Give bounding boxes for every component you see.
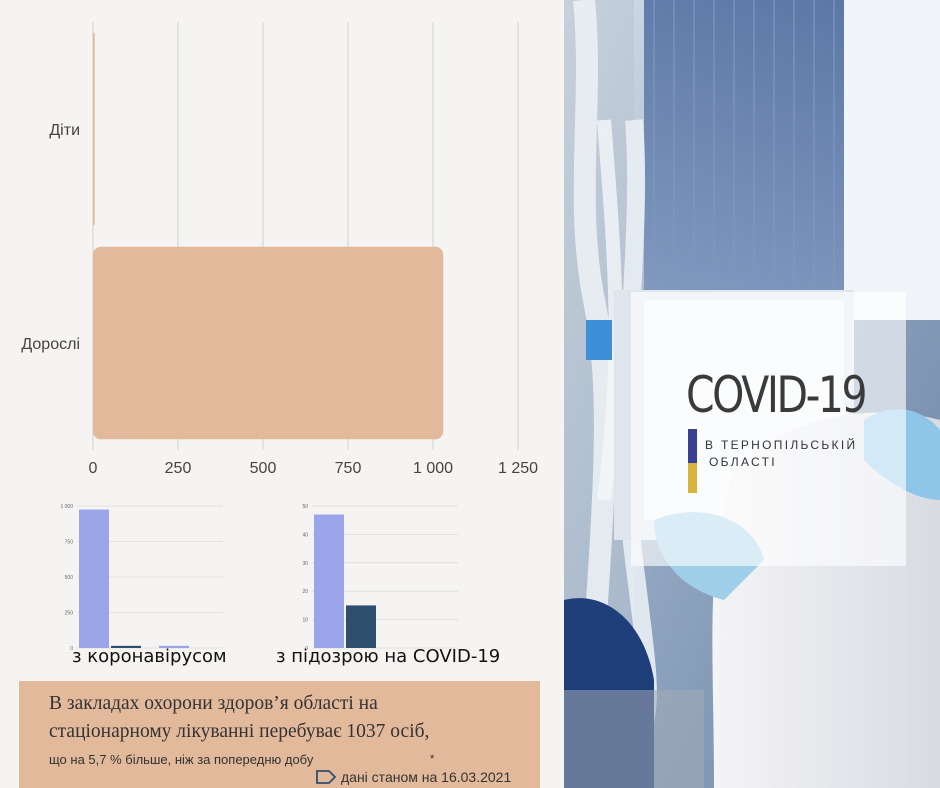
info-panel: В закладах охорони здоров’я області на с… xyxy=(19,681,540,788)
bar xyxy=(79,509,109,648)
tag-icon xyxy=(316,770,337,784)
y-tick-label: 50 xyxy=(302,504,308,510)
x-tick-label: 250 xyxy=(165,460,192,477)
bar xyxy=(93,246,444,440)
y-tick-label: 10 xyxy=(302,618,308,624)
info-text-line: стаціонарному лікуванні перебуває 1037 о… xyxy=(49,721,430,742)
covid-title: COVID-19 xyxy=(686,366,868,424)
y-tick-label: 30 xyxy=(302,561,308,567)
mini-chart-suspected-label: з підозрою на COVID-19 xyxy=(276,646,501,667)
x-tick-label: 750 xyxy=(335,460,362,477)
main-bar-chart: 0 250 500 750 1 000 1 250 Діти Дорослі xyxy=(21,22,538,477)
x-tick-label: 1 250 xyxy=(498,460,538,477)
mini-chart-coronavirus: 0 250 500 750 1 000 xyxy=(60,504,223,652)
y-tick-label: 750 xyxy=(65,540,74,546)
y-tick-label: 0 xyxy=(305,646,308,652)
covid-subtitle: В ТЕРНОПІЛЬСЬКІЙ xyxy=(705,438,858,452)
y-tick-label: 500 xyxy=(65,575,74,581)
mini-chart-coronavirus-label: з коронавірусом xyxy=(72,646,227,667)
x-tick-label: 500 xyxy=(250,460,277,477)
bar xyxy=(314,514,344,648)
y-tick-label: 40 xyxy=(302,532,308,538)
y-tick-label: 1 000 xyxy=(60,504,73,510)
x-tick-label: 1 000 xyxy=(413,460,453,477)
info-text-line: В закладах охорони здоров’я області на xyxy=(49,693,378,714)
bar xyxy=(93,32,95,226)
y-tick-label: 20 xyxy=(302,589,308,595)
bar xyxy=(346,605,376,648)
y-category-label: Діти xyxy=(49,122,80,139)
date-note: дані станом на 16.03.2021 xyxy=(315,769,511,785)
y-tick-label: 250 xyxy=(65,611,74,617)
mini-chart-suspected: 0 10 20 30 40 50 xyxy=(302,504,458,652)
flag-blue-stripe xyxy=(688,429,697,463)
info-text-line: що на 5,7 % більше, ніж за попередню доб… xyxy=(49,752,314,767)
ventilator-photo: COVID-19 В ТЕРНОПІЛЬСЬКІЙ ОБЛАСТІ xyxy=(564,0,940,788)
covid-card: COVID-19 В ТЕРНОПІЛЬСЬКІЙ ОБЛАСТІ xyxy=(631,292,906,566)
covid-subtitle: ОБЛАСТІ xyxy=(709,455,777,469)
bar xyxy=(111,645,141,648)
flag-yellow-stripe xyxy=(688,463,697,493)
y-tick-label: 0 xyxy=(70,646,73,652)
x-tick-label: 0 xyxy=(89,460,98,477)
asterisk: * xyxy=(430,753,435,765)
bar xyxy=(159,645,189,648)
y-category-label: Дорослі xyxy=(21,336,80,353)
date-note-text: дані станом на 16.03.2021 xyxy=(341,769,512,785)
